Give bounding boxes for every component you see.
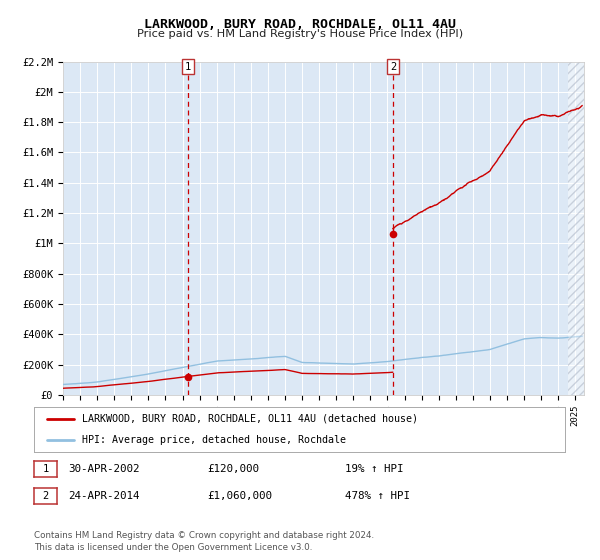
Text: 19% ↑ HPI: 19% ↑ HPI [345,464,404,474]
Text: Contains HM Land Registry data © Crown copyright and database right 2024.
This d: Contains HM Land Registry data © Crown c… [34,531,374,552]
Text: £1,060,000: £1,060,000 [207,491,272,501]
Text: 2: 2 [390,62,396,72]
Text: 30-APR-2002: 30-APR-2002 [68,464,139,474]
Text: £120,000: £120,000 [207,464,259,474]
Text: Price paid vs. HM Land Registry's House Price Index (HPI): Price paid vs. HM Land Registry's House … [137,29,463,39]
Text: 1: 1 [185,62,191,72]
Text: LARKWOOD, BURY ROAD, ROCHDALE, OL11 4AU (detached house): LARKWOOD, BURY ROAD, ROCHDALE, OL11 4AU … [82,414,418,424]
Text: 24-APR-2014: 24-APR-2014 [68,491,139,501]
Text: 478% ↑ HPI: 478% ↑ HPI [345,491,410,501]
Text: 1: 1 [43,464,49,474]
Text: HPI: Average price, detached house, Rochdale: HPI: Average price, detached house, Roch… [82,435,346,445]
Text: LARKWOOD, BURY ROAD, ROCHDALE, OL11 4AU: LARKWOOD, BURY ROAD, ROCHDALE, OL11 4AU [144,18,456,31]
Text: 2: 2 [43,491,49,501]
Bar [568,62,600,395]
Bar [568,62,600,395]
